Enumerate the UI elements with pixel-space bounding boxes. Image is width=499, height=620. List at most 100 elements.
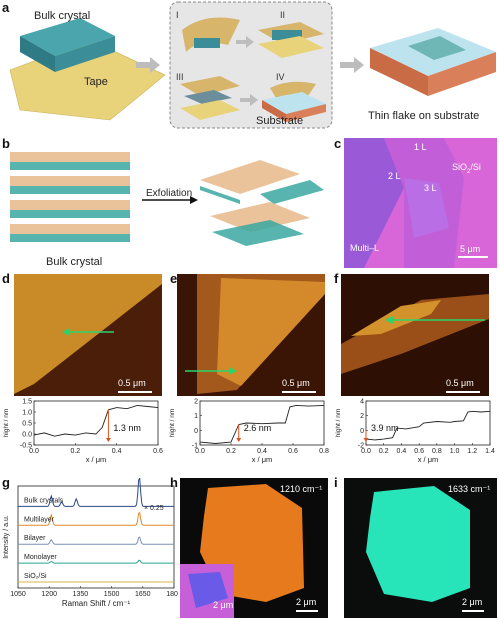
y-axis-label: hight / nm — [3, 409, 10, 438]
panel-label-c: c — [334, 136, 342, 151]
substrate-left — [370, 48, 428, 96]
substrate-label-c: SiO2/Si — [452, 162, 481, 175]
x-axis-label: x / μm — [252, 455, 273, 464]
x-tick-label: 1.2 — [467, 448, 477, 455]
x-tick-label: 0.2 — [226, 448, 236, 455]
wavenumber-label: 1633 cm⁻¹ — [448, 484, 491, 494]
scale-bar — [118, 391, 152, 393]
layer-label: 1 L — [414, 142, 427, 152]
x-tick-label: 0.2 — [379, 448, 389, 455]
x-tick-label: 0.8 — [432, 448, 442, 455]
plot-frame — [17, 485, 175, 589]
x-axis-label: x / μm — [418, 455, 439, 464]
series-label: Monolayer — [24, 554, 57, 561]
x-tick-label: 0.6 — [414, 448, 424, 455]
panel-label-i: i — [334, 475, 338, 490]
y-tick-label: 0.0 — [22, 432, 32, 439]
inset-scale-label: 2 μm — [213, 600, 234, 610]
x-tick-label: 1800 — [166, 591, 178, 598]
series-label: SiO₂/Si — [24, 573, 47, 580]
x-tick-label: 1050 — [10, 591, 26, 598]
bulk-crystal-label: Bulk crystal — [34, 10, 91, 22]
panel-label-g: g — [2, 475, 10, 490]
result-label: Thin flake on substrate — [368, 110, 480, 122]
scale-bar-label: 0.5 μm — [282, 378, 310, 388]
panel-label-h: h — [170, 475, 178, 490]
afm-image-d — [14, 274, 162, 396]
step-4-substrate-top — [262, 92, 326, 114]
substrate-right — [428, 52, 496, 96]
bulk-crystal-stack — [10, 152, 130, 242]
x-tick-label: 1.0 — [450, 448, 460, 455]
arrow-icon — [240, 94, 258, 106]
scale-bar-label: 0.5 μm — [118, 378, 146, 388]
bulk-crystal-top — [20, 18, 115, 56]
panel-b-illustration — [10, 152, 324, 246]
y-tick-label: 0 — [360, 428, 364, 435]
scale-bar-label: 0.5 μm — [446, 378, 474, 388]
step-numeral: III — [176, 72, 184, 82]
bulk-crystal-right — [55, 36, 115, 72]
height-profile-f: 0.0 0.2 0.4 0.6 0.8 1.0 1.2 1.4 -2 0 2 4 3.9 nm hight… — [335, 399, 495, 465]
y-tick-label: -1 — [192, 443, 198, 450]
x-tick-label: 1.4 — [485, 448, 495, 455]
scale-bar — [462, 610, 484, 612]
step-3-flakes — [184, 90, 232, 104]
step-height-label: 3.9 nm — [371, 423, 399, 433]
spectrum-line — [18, 536, 174, 545]
y-tick-label: -2 — [358, 443, 364, 450]
scale-bar — [446, 391, 480, 393]
x-axis-label: Raman Shift / cm⁻¹ — [62, 599, 131, 608]
y-axis-label: hight / nm — [335, 409, 342, 438]
x-tick-label: 0.2 — [70, 448, 80, 455]
y-tick-label: 0.5 — [22, 421, 32, 428]
step-numeral: I — [176, 10, 179, 20]
spectrum-line — [18, 511, 174, 526]
x-tick-label: 0.4 — [112, 448, 122, 455]
series-label: Bilayer — [24, 535, 46, 542]
panel-label-f: f — [334, 271, 339, 286]
arrow-icon — [136, 57, 160, 73]
step-3-tape — [180, 76, 240, 96]
scale-bar — [296, 610, 318, 612]
plot-frame — [365, 400, 491, 446]
thin-flake — [408, 36, 466, 60]
arrow-icon — [190, 196, 198, 204]
arrow-icon — [236, 438, 242, 442]
y-tick-label: -0.5 — [20, 443, 32, 450]
raman-spectra: 1050 1200 1350 1500 1650 1800 Bulk crystals Mul… — [3, 478, 178, 608]
x-tick-label: 0.0 — [195, 448, 205, 455]
raman-map-i — [344, 478, 497, 618]
y-tick-label: 4 — [360, 399, 364, 406]
scale-bar-label: 2 μm — [462, 597, 483, 607]
x-tick-label: 0.6 — [153, 448, 163, 455]
substrate-label: Substrate — [256, 115, 304, 127]
panel-label-d: d — [2, 271, 10, 286]
afm-image-e — [177, 274, 325, 396]
step-2-crystal — [272, 30, 302, 40]
step-height-label: 1.3 nm — [113, 423, 141, 433]
x-axis-label: x / μm — [86, 455, 107, 464]
wavenumber-label: 1210 cm⁻¹ — [280, 484, 323, 494]
y-axis-label: hight / nm — [169, 409, 176, 438]
x-tick-label: 0.0 — [361, 448, 371, 455]
step-1-crystal — [194, 38, 220, 48]
arrow-icon — [363, 438, 369, 442]
x-tick-label: 1500 — [104, 591, 120, 598]
layer-label: 3 L — [424, 183, 437, 193]
step-2-tape-lower — [258, 36, 324, 58]
height-profile-d: 0.0 0.2 0.4 0.6-0.50.00.51.01.51.3 nmhight … — [3, 399, 163, 465]
scale-bar-label: 2 μm — [296, 597, 317, 607]
bulk-crystal-label-b: Bulk crystal — [46, 256, 103, 268]
arrow-icon — [105, 438, 111, 442]
x-tick-label: 0.6 — [288, 448, 298, 455]
y-tick-label: 1.0 — [22, 410, 32, 417]
x-tick-label: 0.0 — [29, 448, 39, 455]
series-label: Bulk crystals — [24, 497, 64, 504]
x-tick-label: 0.4 — [397, 448, 407, 455]
profile-line — [33, 404, 159, 437]
scale-note: × 0.25 — [144, 505, 164, 512]
panel-label-b: b — [2, 136, 10, 151]
spectrum-line — [18, 478, 174, 507]
panel-label-e: e — [170, 271, 178, 286]
